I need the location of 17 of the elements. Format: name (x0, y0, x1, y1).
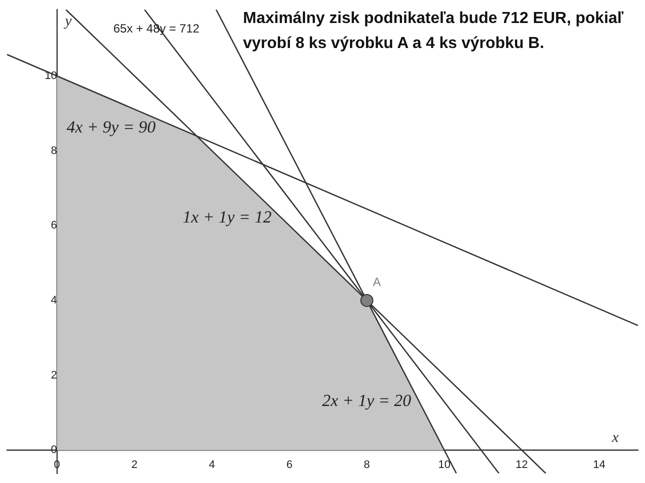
x-tick-label: 8 (364, 458, 370, 471)
x-axis-title: x (611, 430, 619, 446)
x-tick-label: 2 (131, 458, 138, 471)
y-tick-label: 2 (50, 369, 57, 382)
x-tick-label: 4 (208, 458, 215, 471)
series-label: 2x + 1y = 20 (322, 390, 412, 410)
y-axis-title: y (62, 14, 72, 30)
x-tick-label: 10 (438, 458, 450, 471)
series-label: 4x + 9y = 90 (66, 118, 156, 137)
x-tick-label: 14 (593, 458, 606, 471)
series-label: A (372, 274, 381, 289)
x-tick-label: 12 (516, 458, 528, 471)
series-label: 1x + 1y = 12 (182, 208, 272, 227)
y-tick-label: 8 (50, 144, 57, 157)
x-tick-label: 6 (286, 458, 292, 471)
y-tick-label: 6 (50, 220, 57, 232)
text: Maximálny zisk podnikateľa bude 712 EUR, pokiaľ vyrobí 8 ks výrobku A a 4 ks výrobku B. (243, 9, 624, 54)
